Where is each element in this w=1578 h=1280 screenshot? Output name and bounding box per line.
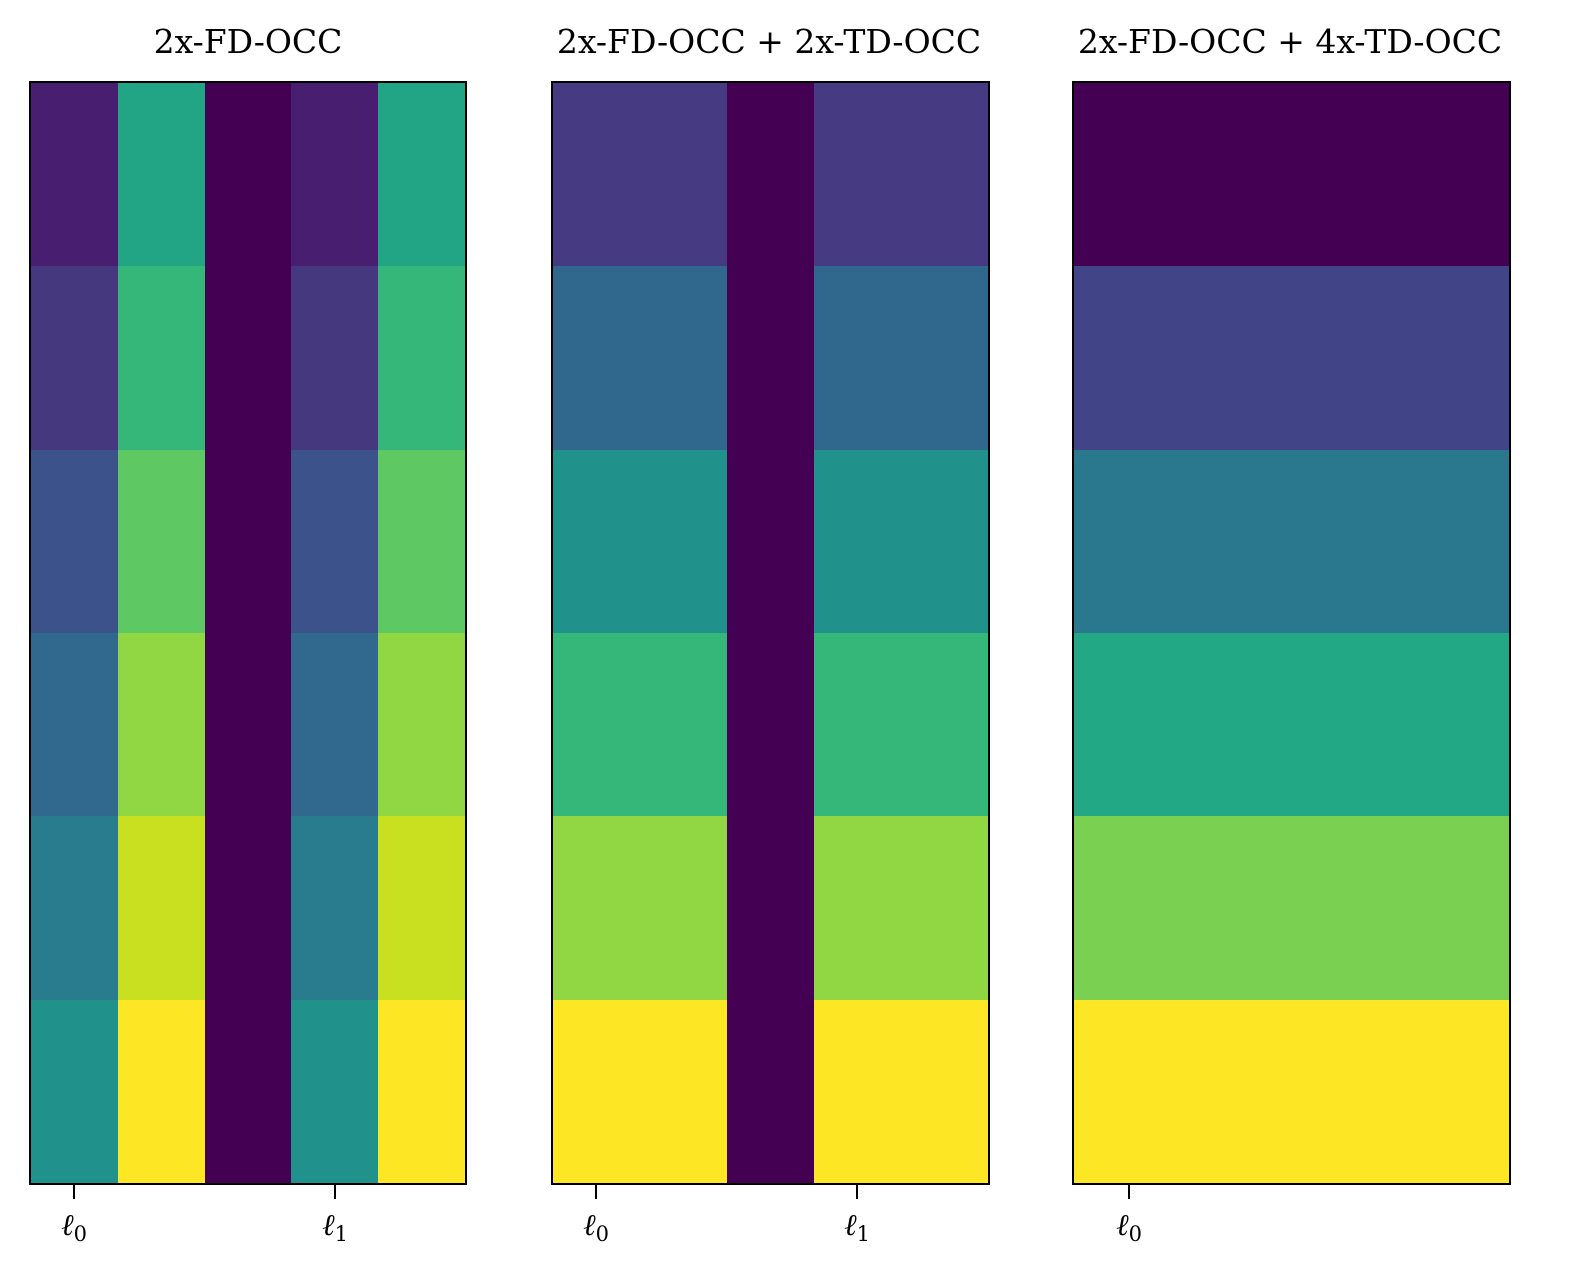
heatmap-cell — [117, 83, 205, 267]
heatmap-cell — [727, 266, 814, 450]
panel-title: 2x-FD-OCC — [153, 22, 343, 61]
x-tick-label: ℓ0 — [61, 1208, 87, 1246]
heatmap-cell — [553, 449, 727, 633]
heatmap-cell — [553, 632, 727, 817]
heatmap-cell — [117, 449, 205, 633]
x-tick — [595, 1185, 597, 1199]
heatmap-cell — [1074, 999, 1509, 1183]
heatmap-cell — [204, 266, 292, 450]
heatmap-cell — [814, 632, 988, 817]
heatmap-cell — [31, 449, 118, 633]
heatmap-cell — [1074, 632, 1509, 817]
heatmap-cell — [378, 83, 465, 267]
heatmap-cell — [117, 999, 205, 1183]
heatmap-cell — [378, 266, 465, 450]
heatmap-cell — [291, 999, 379, 1183]
heatmap-cell — [553, 266, 727, 450]
heatmap-cell — [291, 632, 379, 817]
heatmap-cell — [204, 816, 292, 1000]
panel-title: 2x-FD-OCC + 4x-TD-OCC — [1077, 22, 1503, 61]
heatmap-cell — [378, 816, 465, 1000]
heatmap-cell — [814, 999, 988, 1183]
x-tick — [73, 1185, 75, 1199]
heatmap-cell — [204, 999, 292, 1183]
heatmap-cell — [204, 449, 292, 633]
heatmap-axes — [551, 81, 990, 1185]
heatmap-cell — [291, 449, 379, 633]
x-tick-label: ℓ1 — [844, 1208, 870, 1246]
heatmap-cell — [31, 83, 118, 267]
heatmap-cell — [727, 83, 814, 267]
heatmap-cell — [378, 449, 465, 633]
heatmap-cell — [291, 83, 379, 267]
heatmap-cell — [1074, 449, 1509, 633]
heatmap-cell — [553, 83, 727, 267]
heatmap-cell — [204, 632, 292, 817]
heatmap-cell — [31, 266, 118, 450]
heatmap-cell — [291, 816, 379, 1000]
heatmap-cell — [204, 83, 292, 267]
x-tick — [334, 1185, 336, 1199]
x-tick-label: ℓ1 — [322, 1208, 348, 1246]
heatmap-cell — [117, 816, 205, 1000]
heatmap-cell — [814, 266, 988, 450]
x-tick — [856, 1185, 858, 1199]
heatmap-cell — [727, 632, 814, 817]
heatmap-cell — [553, 999, 727, 1183]
heatmap-cell — [117, 266, 205, 450]
heatmap-cell — [1074, 266, 1509, 450]
heatmap-cell — [31, 816, 118, 1000]
heatmap-cell — [814, 449, 988, 633]
heatmap-cell — [31, 632, 118, 817]
panel-title: 2x-FD-OCC + 2x-TD-OCC — [556, 22, 982, 61]
heatmap-cell — [814, 816, 988, 1000]
heatmap-axes — [1072, 81, 1511, 1185]
x-tick — [1128, 1185, 1130, 1199]
x-tick-label: ℓ0 — [583, 1208, 609, 1246]
heatmap-cell — [31, 999, 118, 1183]
heatmap-cell — [378, 632, 465, 817]
heatmap-cell — [727, 816, 814, 1000]
heatmap-cell — [291, 266, 379, 450]
heatmap-cell — [117, 632, 205, 817]
heatmap-cell — [378, 999, 465, 1183]
heatmap-cell — [814, 83, 988, 267]
x-tick-label: ℓ0 — [1116, 1208, 1142, 1246]
heatmap-cell — [1074, 83, 1509, 267]
heatmap-cell — [727, 999, 814, 1183]
heatmap-cell — [1074, 816, 1509, 1000]
heatmap-axes — [29, 81, 467, 1185]
heatmap-cell — [553, 816, 727, 1000]
heatmap-cell — [727, 449, 814, 633]
